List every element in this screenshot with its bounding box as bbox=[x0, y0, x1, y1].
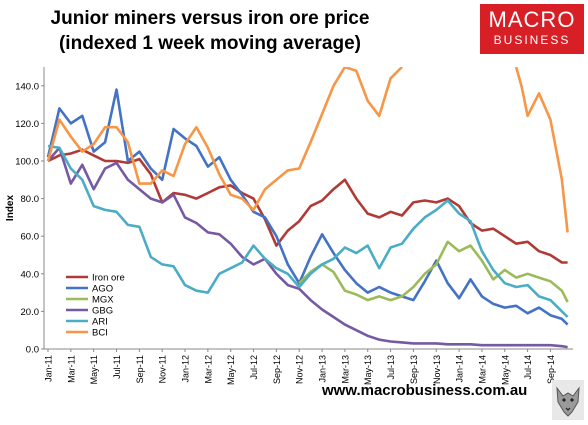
y-tick-label: 120.0 bbox=[15, 119, 39, 130]
series-line-gbg bbox=[47, 146, 568, 349]
legend-label-gbg: GBG bbox=[92, 306, 113, 317]
x-tick-label: May-13 bbox=[363, 355, 373, 385]
x-tick-label: Mar-11 bbox=[66, 355, 76, 383]
footer-url: www.macrobusiness.com.au bbox=[322, 382, 528, 399]
x-tick-label: Jul-11 bbox=[112, 355, 122, 379]
legend-label-iron-ore: Iron ore bbox=[92, 273, 125, 284]
legend-label-mgx: MGX bbox=[92, 295, 114, 306]
y-tick-label: 40.0 bbox=[21, 269, 40, 280]
x-tick-label: Sep-14 bbox=[546, 355, 556, 384]
x-tick-label: Jul-14 bbox=[523, 355, 533, 380]
x-tick-label: Mar-13 bbox=[340, 355, 350, 384]
series-line-mgx bbox=[298, 240, 569, 303]
y-tick-label: 0.0 bbox=[26, 345, 39, 356]
legend-label-bci: BCI bbox=[92, 328, 108, 339]
macrobusiness-logo: MACRO BUSINESS bbox=[480, 4, 584, 54]
x-tick-label: Mar-14 bbox=[477, 355, 487, 384]
x-tick-label: Mar-12 bbox=[203, 355, 213, 384]
x-tick-label: Jan-13 bbox=[318, 355, 328, 383]
logo-line-2: BUSINESS bbox=[493, 33, 571, 47]
series-line-ari bbox=[47, 144, 569, 318]
x-tick-label: Sep-11 bbox=[135, 355, 145, 383]
x-tick-label: Jul-12 bbox=[249, 355, 259, 380]
legend-label-ari: ARI bbox=[92, 317, 108, 328]
wolf-logo-icon bbox=[552, 380, 584, 420]
y-tick-label: 60.0 bbox=[21, 232, 40, 243]
title-line-1: Junior miners versus iron ore price bbox=[50, 8, 370, 29]
x-tick-label: Nov-12 bbox=[295, 355, 305, 384]
series-line-ago bbox=[46, 88, 569, 326]
x-tick-label: Nov-13 bbox=[432, 355, 442, 384]
x-tick-label: Jul-13 bbox=[386, 355, 396, 380]
x-tick-label: Jan-11 bbox=[44, 355, 54, 382]
y-tick-label: 100.0 bbox=[15, 157, 39, 168]
y-tick-label: 20.0 bbox=[21, 307, 40, 318]
x-tick-label: May-11 bbox=[89, 355, 99, 384]
logo-line-1: MACRO bbox=[488, 7, 576, 32]
y-tick-label: 80.0 bbox=[21, 194, 40, 205]
x-tick-label: May-14 bbox=[500, 355, 510, 385]
chart-title: Junior miners versus iron ore price (ind… bbox=[10, 6, 410, 56]
title-line-2: (indexed 1 week moving average) bbox=[58, 33, 361, 54]
series-line-iron-ore bbox=[47, 148, 568, 264]
x-tick-label: Jan-12 bbox=[181, 355, 191, 383]
legend-label-ago: AGO bbox=[92, 284, 113, 295]
y-tick-label: 140.0 bbox=[15, 81, 39, 92]
y-axis-title: Index bbox=[5, 195, 16, 222]
x-tick-label: Sep-13 bbox=[409, 355, 419, 384]
x-tick-label: Jan-14 bbox=[455, 355, 465, 383]
x-tick-label: Nov-11 bbox=[158, 355, 168, 383]
x-tick-label: Sep-12 bbox=[272, 355, 282, 384]
series-line-bci bbox=[46, 67, 403, 212]
series-line-bci-segment-2 bbox=[514, 67, 569, 233]
x-tick-label: May-12 bbox=[226, 355, 236, 385]
